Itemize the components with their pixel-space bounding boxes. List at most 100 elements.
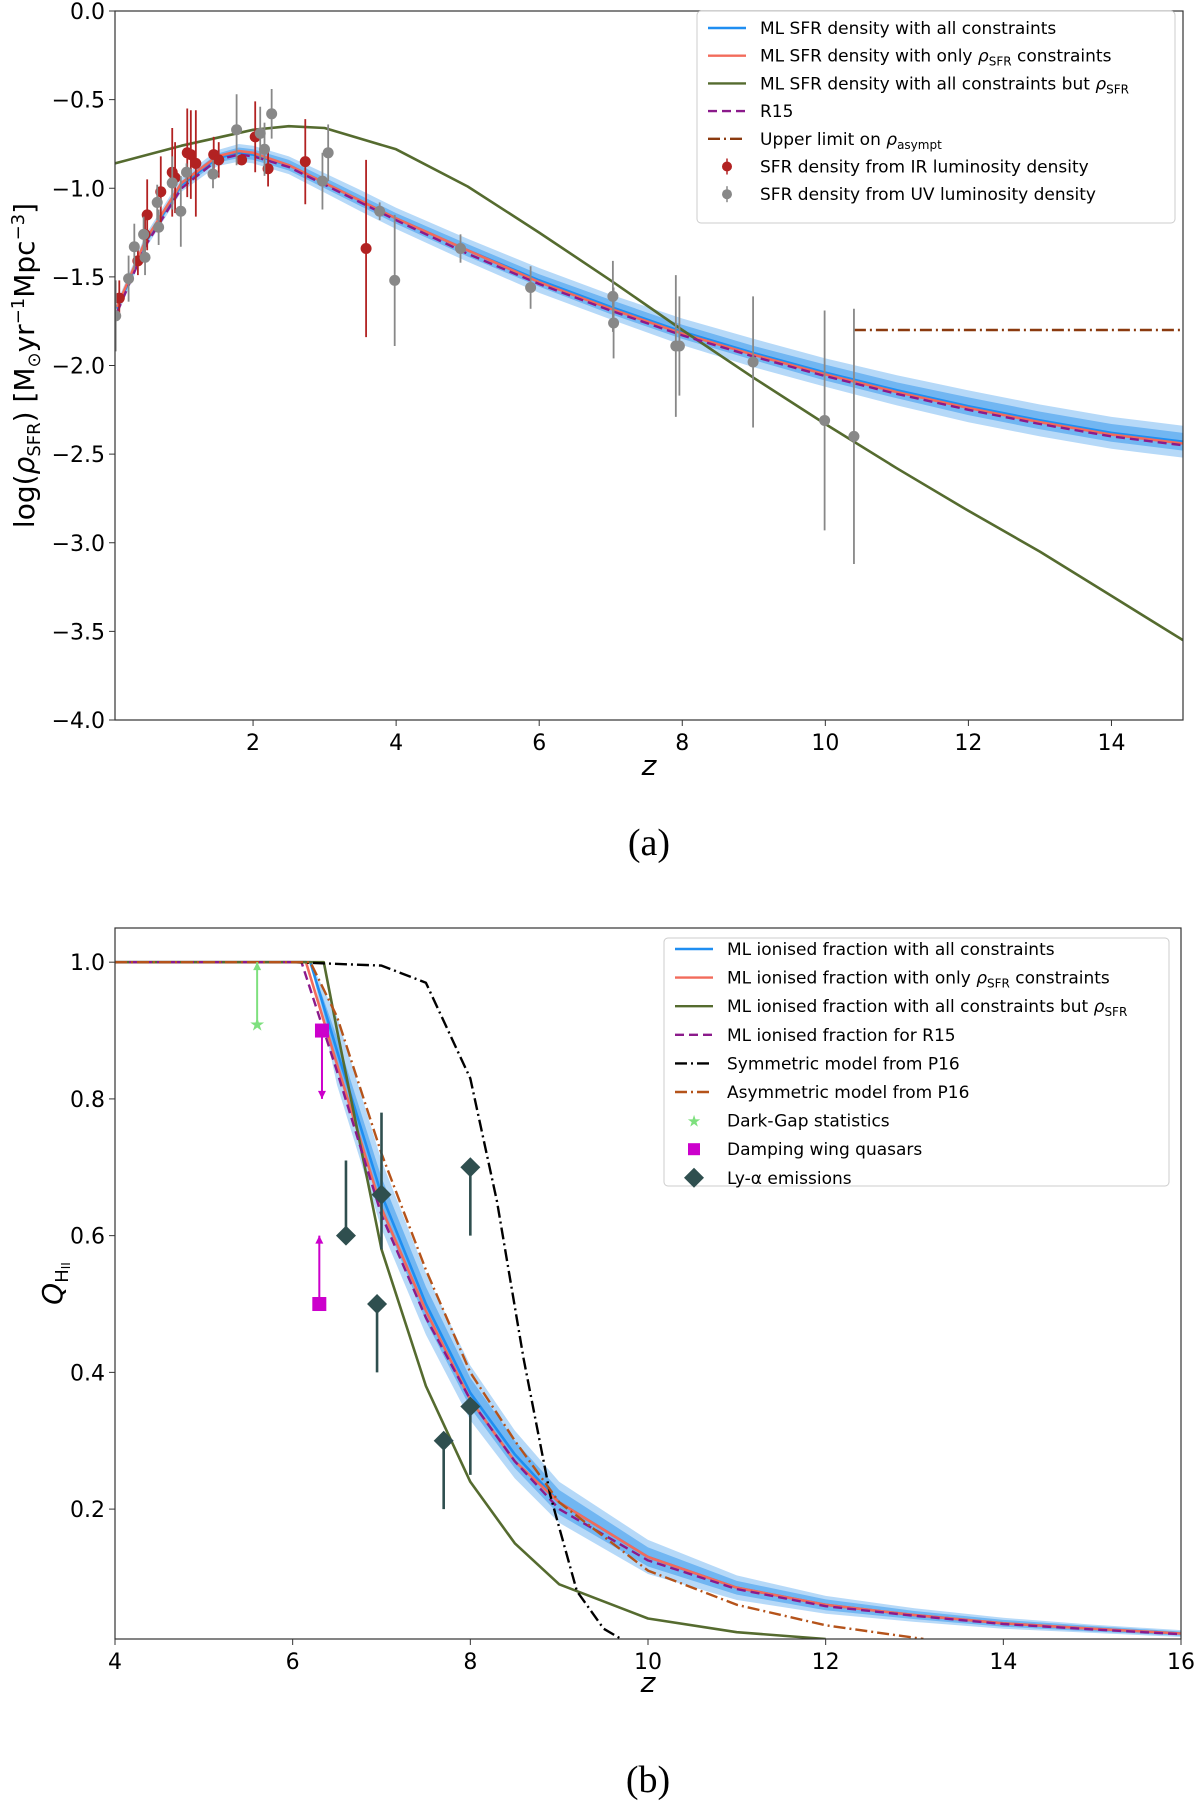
legend-entry: R15 xyxy=(708,102,793,122)
legend-label: ML SFR density with all constraints but … xyxy=(760,74,1129,96)
y-label-part: yr xyxy=(8,324,41,353)
legend-label: ML ionised fraction with all constraints… xyxy=(727,997,1127,1019)
data-point xyxy=(259,143,271,155)
x-tick-label: 6 xyxy=(286,1650,300,1675)
panel-caption: (b) xyxy=(626,1759,670,1801)
y-axis-label: QHII xyxy=(36,1262,73,1305)
data-point xyxy=(213,154,225,166)
data-point-diamond xyxy=(433,1430,454,1451)
data-point xyxy=(185,149,197,161)
legend: ML SFR density with all constraints ML SF… xyxy=(696,10,1176,224)
y-label-part: H xyxy=(52,1269,73,1283)
arrow-head xyxy=(253,962,262,971)
x-tick-label: 6 xyxy=(532,731,546,756)
legend-label-part: constraints xyxy=(1012,47,1112,67)
legend-entry: ML ionised fraction with all constraints xyxy=(675,940,1055,960)
series-line xyxy=(115,961,924,1639)
legend-swatch-point xyxy=(722,189,732,200)
x-tick-label: 8 xyxy=(463,1650,477,1675)
chart-panel-a: 2 4 6 8 10 12 14 0.0 −0.5 −1.0 −1.5 −2.0 −2.5 −3.0 −3.… xyxy=(8,0,1184,864)
plot-area: ★ xyxy=(115,960,1181,1639)
data-point xyxy=(360,243,372,255)
data-point xyxy=(151,196,163,208)
y-label-part: Q xyxy=(36,1283,69,1305)
data-point xyxy=(389,274,401,286)
data-point xyxy=(819,414,831,426)
data-point-diamond xyxy=(367,1294,388,1315)
y-tick-label: 0.8 xyxy=(70,1088,105,1113)
x-tick-label: 4 xyxy=(389,731,403,756)
legend-label-part: ML ionised fraction with only xyxy=(727,969,976,989)
data-point xyxy=(181,166,193,178)
legend-swatch-diamond xyxy=(684,1167,704,1188)
y-tick-label: −4.0 xyxy=(52,709,105,734)
y-label-part: II xyxy=(59,1262,73,1269)
data-point xyxy=(254,127,266,139)
legend-entry: ML SFR density with all constraints but … xyxy=(708,74,1129,96)
data-point xyxy=(848,430,860,442)
legend-label: ML ionised fraction with only ρSFR const… xyxy=(727,969,1110,991)
y-label-part: ρ xyxy=(8,456,41,474)
y-label-part: −3 xyxy=(8,214,29,241)
y-tick-label: −2.5 xyxy=(52,443,105,468)
legend-label: ML SFR density with all constraints xyxy=(760,19,1056,39)
data-point xyxy=(316,175,328,187)
legend-label-sub: SFR xyxy=(987,977,1010,991)
y-tick-label: 0.6 xyxy=(70,1225,105,1250)
y-label-part: SFR xyxy=(24,422,45,456)
data-point xyxy=(322,147,334,159)
data-point xyxy=(207,168,219,180)
series-line xyxy=(115,124,1183,642)
legend-label: Asymmetric model from P16 xyxy=(727,1083,969,1103)
x-tick-label: 2 xyxy=(246,731,260,756)
y-tick-label: −1.5 xyxy=(52,266,105,291)
y-axis-label: log(ρSFR) [M⊙yr−1Mpc−3] xyxy=(8,203,45,528)
data-point xyxy=(266,108,278,120)
y-label-part: ] xyxy=(8,203,41,214)
legend-label: ML ionised fraction for R15 xyxy=(727,1026,956,1046)
arrow-head xyxy=(315,1235,324,1244)
x-tick-label: 8 xyxy=(675,731,689,756)
y-tick-label: −0.5 xyxy=(52,89,105,114)
legend-label: R15 xyxy=(760,102,793,122)
legend-label-sub: SFR xyxy=(1104,1005,1127,1019)
data-point xyxy=(139,251,151,263)
chart-panel-b: ★ 4 6 8 10 12 14 16 0.2 0.4 0.6 0.8 1.0 z QHII (b) ML io… xyxy=(36,927,1195,1801)
data-point xyxy=(138,228,150,240)
x-axis-label: z xyxy=(640,1666,657,1699)
y-label-part: −1 xyxy=(8,298,29,325)
legend-label: SFR density from UV luminosity density xyxy=(760,185,1096,205)
data-point-diamond xyxy=(371,1184,392,1205)
data-point xyxy=(175,205,187,217)
confidence-band-inner xyxy=(117,147,1183,451)
plot-area xyxy=(115,88,1183,642)
legend-label-rho: ρ xyxy=(1095,74,1106,94)
data-point xyxy=(525,282,537,294)
series-line xyxy=(115,153,1183,447)
data-point xyxy=(128,241,140,253)
legend-swatch-square xyxy=(688,1143,700,1156)
legend-entry: Symmetric model from P16 xyxy=(675,1054,960,1074)
legend-label: Upper limit on ρasympt xyxy=(760,130,942,152)
data-point-diamond xyxy=(460,1157,481,1178)
data-point xyxy=(747,356,759,368)
legend-box xyxy=(663,937,1170,1187)
legend-entry: ML ionised fraction with only ρSFR const… xyxy=(675,969,1110,991)
y-tick-label: −2.0 xyxy=(52,355,105,380)
data-point xyxy=(190,157,202,169)
legend-entry: Asymmetric model from P16 xyxy=(675,1083,969,1103)
y-tick-label: 0.0 xyxy=(70,0,105,25)
legend-entry: ML SFR density with only ρSFR constraint… xyxy=(708,47,1112,69)
arrow-head xyxy=(317,1090,326,1099)
legend-label: Symmetric model from P16 xyxy=(727,1054,960,1074)
legend-label-sub: SFR xyxy=(989,55,1012,69)
y-tick-label: −3.5 xyxy=(52,620,105,645)
data-point xyxy=(123,273,135,285)
y-tick-label: 0.4 xyxy=(70,1361,105,1386)
data-point xyxy=(455,243,467,255)
series-line xyxy=(115,149,1183,445)
data-point xyxy=(673,340,685,352)
x-tick-label: 10 xyxy=(811,731,839,756)
confidence-band-outer xyxy=(117,143,1183,458)
